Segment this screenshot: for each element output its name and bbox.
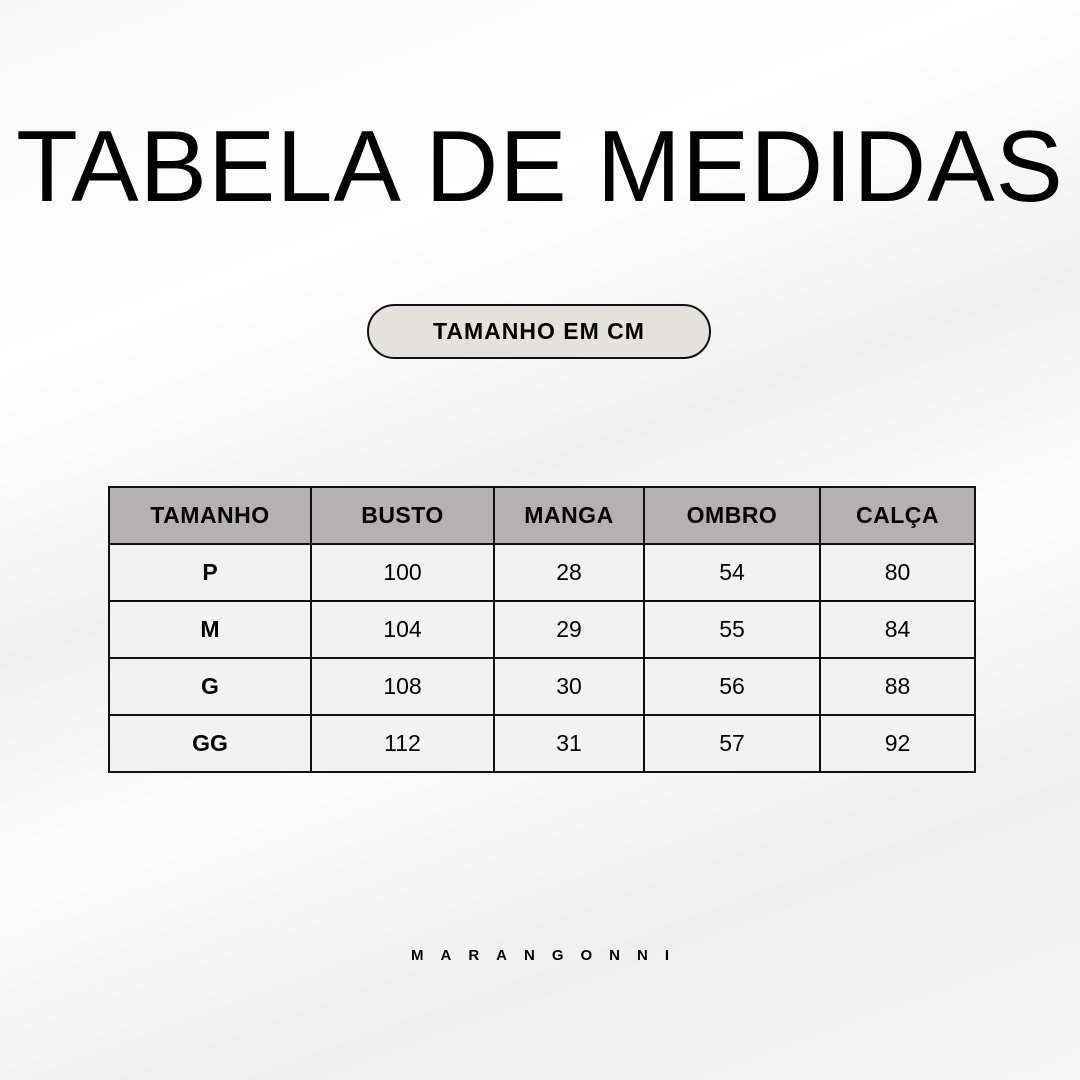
table-row: P 100 28 54 80 <box>108 543 976 602</box>
size-table: TAMANHO BUSTO MANGA OMBRO CALÇA P 100 28 54… <box>108 486 976 773</box>
header-calca: CALÇA <box>819 486 976 545</box>
cell-ombro: 56 <box>643 657 821 716</box>
cell-size: P <box>108 543 312 602</box>
cell-manga: 29 <box>493 600 645 659</box>
cell-calca: 88 <box>819 657 976 716</box>
cell-manga: 31 <box>493 714 645 773</box>
cell-size: GG <box>108 714 312 773</box>
table-row: M 104 29 55 84 <box>108 600 976 659</box>
cell-manga: 28 <box>493 543 645 602</box>
header-ombro: OMBRO <box>643 486 821 545</box>
cell-calca: 92 <box>819 714 976 773</box>
cell-manga: 30 <box>493 657 645 716</box>
header-manga: MANGA <box>493 486 645 545</box>
cell-size: M <box>108 600 312 659</box>
cell-calca: 80 <box>819 543 976 602</box>
cell-calca: 84 <box>819 600 976 659</box>
cell-ombro: 55 <box>643 600 821 659</box>
cell-size: G <box>108 657 312 716</box>
table-row: GG 112 31 57 92 <box>108 714 976 773</box>
cell-ombro: 57 <box>643 714 821 773</box>
brand-logo: MARANGONNI <box>411 947 686 964</box>
header-tamanho: TAMANHO <box>108 486 312 545</box>
cell-ombro: 54 <box>643 543 821 602</box>
unit-badge: TAMANHO EM CM <box>367 304 711 359</box>
cell-busto: 100 <box>310 543 495 602</box>
header-busto: BUSTO <box>310 486 495 545</box>
cell-busto: 104 <box>310 600 495 659</box>
page-title: TABELA DE MEDIDAS <box>16 111 1064 223</box>
table-row: G 108 30 56 88 <box>108 657 976 716</box>
cell-busto: 108 <box>310 657 495 716</box>
cell-busto: 112 <box>310 714 495 773</box>
table-header-row: TAMANHO BUSTO MANGA OMBRO CALÇA <box>108 486 976 545</box>
